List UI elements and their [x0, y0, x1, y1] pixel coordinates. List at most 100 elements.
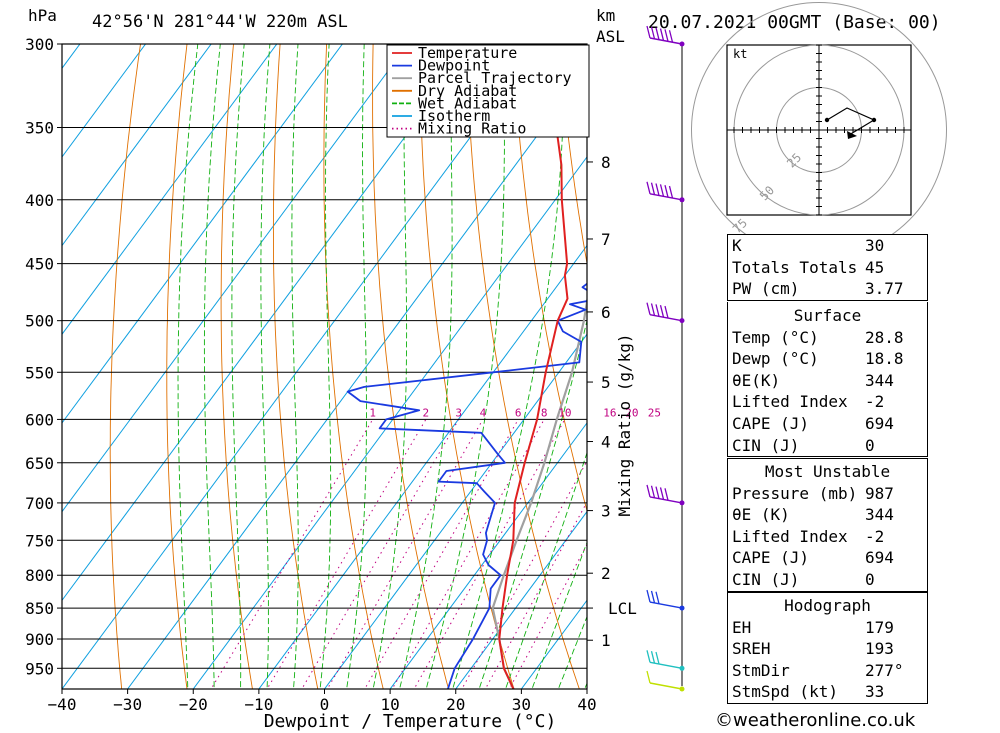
isotherm-line — [62, 44, 212, 247]
temperature-tick-labels: −40 −30 −20 −10 0 10 20 30 40 — [48, 689, 597, 714]
table-row: CAPE (J) 694 — [728, 547, 927, 569]
km-unit: km — [596, 6, 615, 25]
pressure-tick-label: 400 — [25, 191, 54, 210]
table-row: Dewp (°C) 18.8 — [728, 348, 927, 370]
mixing-ratio-axis-label: Mixing Ratio (g/kg) — [615, 333, 634, 516]
hodograph-point — [871, 117, 877, 123]
row-value: 0 — [865, 569, 875, 589]
dry-adiabat-line — [372, 44, 450, 689]
table-row: StmDir 277° — [728, 660, 927, 682]
pressure-tick-labels: 300 350 400 450 500 550 600 650 700 750 800 850 900 9… — [25, 35, 62, 678]
dry-adiabat-line — [558, 44, 587, 266]
mixing-ratio-label: 4 — [480, 406, 487, 419]
wind-barb — [646, 670, 685, 692]
most-unstable-title: Most Unstable — [764, 462, 891, 481]
row-value: 18.8 — [865, 349, 904, 369]
table-row: CIN (J) 0 — [728, 435, 927, 457]
parcel-trajectory-line — [491, 295, 587, 689]
km-tick-label: LCL — [608, 599, 637, 618]
wet-adiabat-line — [231, 44, 245, 689]
wind-barbs — [646, 25, 685, 692]
mixing-ratio-label: 1 — [369, 406, 376, 419]
row-value: 33 — [865, 682, 885, 702]
km-tick-label: 3 — [601, 502, 611, 521]
pressure-tick-label: 550 — [25, 363, 54, 382]
legend-label: Isotherm — [418, 107, 490, 125]
km-tick-label: 5 — [601, 373, 611, 392]
wet-adiabat-line — [557, 615, 587, 689]
storm-motion-arrow — [847, 131, 857, 139]
row-label: PW (cm) — [732, 279, 800, 299]
surface-title: Surface — [793, 306, 862, 325]
row-label: θE(K) — [732, 370, 781, 390]
pressure-tick-label: 450 — [25, 255, 54, 274]
km-tick-label: 2 — [601, 564, 611, 583]
dry-adiabat-line — [978, 44, 1000, 696]
isotherm-line — [455, 510, 587, 689]
row-label: K — [732, 236, 742, 255]
pressure-tick-label: 350 — [25, 118, 54, 137]
mixing-ratio-label: 10 — [558, 406, 571, 419]
km-tick-label: 1 — [601, 631, 611, 650]
isobars — [62, 43, 587, 669]
wind-barb — [646, 589, 685, 611]
row-value: 694 — [865, 413, 894, 433]
temperature-tick-label: 20 — [446, 695, 465, 714]
asl-label: ASL — [596, 27, 625, 46]
hodograph-ring-label: 75 — [730, 216, 750, 236]
row-label: CIN (J) — [732, 569, 800, 589]
row-value: 277° — [865, 660, 904, 680]
wet-adiabat-line — [346, 44, 367, 689]
pressure-tick-label: 900 — [25, 630, 54, 649]
dewpoint-line — [346, 44, 587, 689]
pressure-tick-label: 850 — [25, 599, 54, 618]
table-row: PW (cm) 3.77 — [728, 278, 927, 300]
temperature-tick-label: −20 — [179, 695, 208, 714]
pressure-tick-label: 650 — [25, 454, 54, 473]
pressure-tick-label: 600 — [25, 410, 54, 429]
row-value: 179 — [865, 617, 894, 637]
mixing-ratio-line — [413, 419, 566, 689]
row-value: 30 — [865, 236, 885, 255]
x-axis-label: Dewpoint / Temperature (°C) — [264, 711, 557, 732]
row-label: CAPE (J) — [732, 548, 810, 568]
mixing-ratio-label: 8 — [541, 406, 548, 419]
mixing-ratio-label: 3 — [455, 406, 462, 419]
row-label: θE (K) — [732, 505, 790, 525]
legend-label: Dewpoint — [418, 57, 490, 75]
legend-label: Mixing Ratio — [418, 120, 526, 138]
pressure-tick-label: 700 — [25, 494, 54, 513]
datetime-title: 20.07.2021 00GMT (Base: 00) — [648, 12, 941, 33]
dry-adiabat-line — [166, 44, 188, 689]
temperature-tick-label: 40 — [577, 695, 596, 714]
isotherm-line — [389, 422, 587, 689]
plot-frame — [61, 43, 588, 690]
mixing-ratio-labels: 1 2 3 4 6 8 10 16 20 25 — [369, 406, 661, 419]
legend-label: Wet Adiabat — [418, 94, 517, 112]
km-tick-label: 4 — [601, 433, 611, 452]
location-title: 42°56'N 281°44'W 220m ASL — [92, 12, 348, 32]
wind-barb — [646, 25, 685, 47]
row-value: -2 — [865, 526, 885, 546]
surface-table: Surface Temp (°C) 28.8 Dewp (°C) 18.8 θE(K) 3… — [727, 302, 928, 458]
wet-adiabat-line — [319, 44, 332, 689]
row-label: Dewp (°C) — [732, 349, 819, 369]
table-row: θE (K) 344 — [728, 504, 927, 526]
row-label: StmDir — [732, 660, 790, 680]
temperature-tick-label: 0 — [320, 695, 330, 714]
hodograph-stats-title: Hodograph — [784, 596, 871, 615]
row-label: CIN (J) — [732, 435, 800, 455]
table-row: Totals Totals 45 — [728, 257, 927, 279]
row-label: Lifted Index — [732, 526, 848, 546]
hodograph-unit: kt — [733, 47, 747, 61]
indices-table: K 30 Totals Totals 45 PW (cm) 3.77 — [727, 234, 928, 301]
isotherm-line — [62, 44, 344, 424]
hodograph-trace — [826, 107, 876, 136]
row-value: 694 — [865, 548, 894, 568]
km-axis: 8 7 6 5 4 3 2 LCL 1 — [587, 153, 637, 650]
row-label: Temp (°C) — [732, 327, 819, 347]
mixing-ratio-line — [391, 419, 545, 689]
mixing-ratio-label: 20 — [625, 406, 638, 419]
